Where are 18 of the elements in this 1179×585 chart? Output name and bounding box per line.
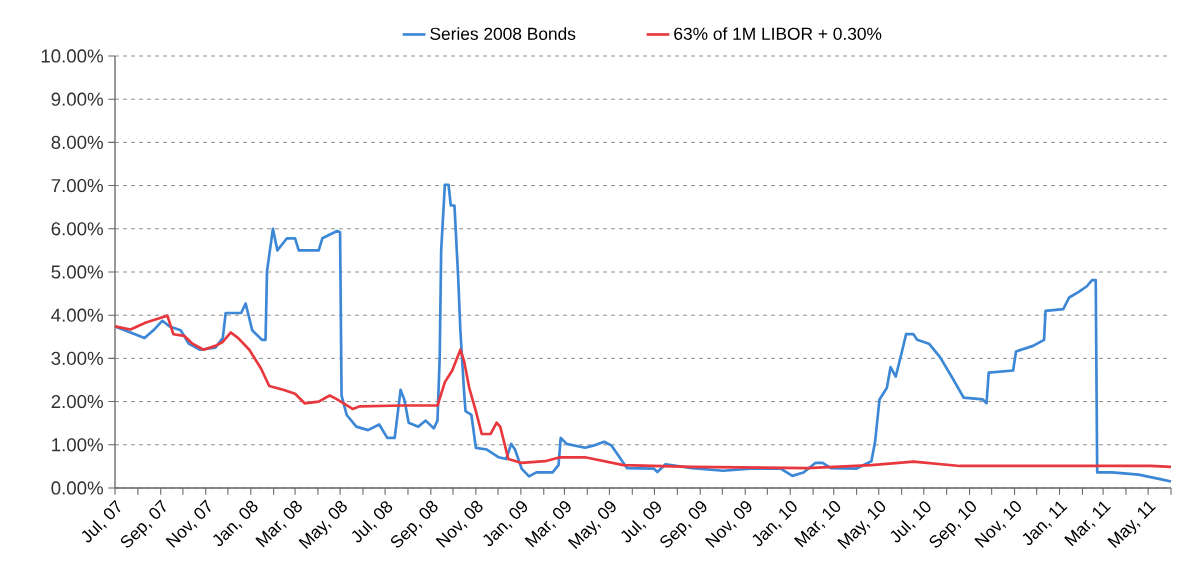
x-tick-label: Sep, 07 — [120, 499, 166, 548]
y-tick-label: 9.00% — [51, 92, 103, 106]
y-tick-label: 3.00% — [51, 351, 103, 365]
y-tick-label: 7.00% — [51, 178, 103, 193]
legend-label: Series 2008 Bonds — [430, 27, 576, 40]
y-tick-label: 4.00% — [51, 308, 103, 322]
y-tick-label: 8.00% — [51, 135, 103, 149]
y-tick-label: 0.00% — [51, 481, 103, 495]
line-series — [113, 314, 1173, 470]
y-tick-label: 2.00% — [51, 394, 103, 409]
y-tick-label: 10.00% — [41, 49, 103, 63]
x-tick-label: Jul, 09 — [621, 501, 661, 543]
x-tick-label: Jul, 07 — [81, 499, 121, 543]
y-tick-label: 6.00% — [51, 222, 103, 236]
legend-label: 63% of 1M LIBOR + 0.30% — [674, 27, 882, 40]
y-tick-label: 1.00% — [52, 438, 103, 452]
y-tick-label: 5.00% — [51, 265, 103, 279]
x-tick-label: Nov, 07 — [165, 499, 211, 548]
